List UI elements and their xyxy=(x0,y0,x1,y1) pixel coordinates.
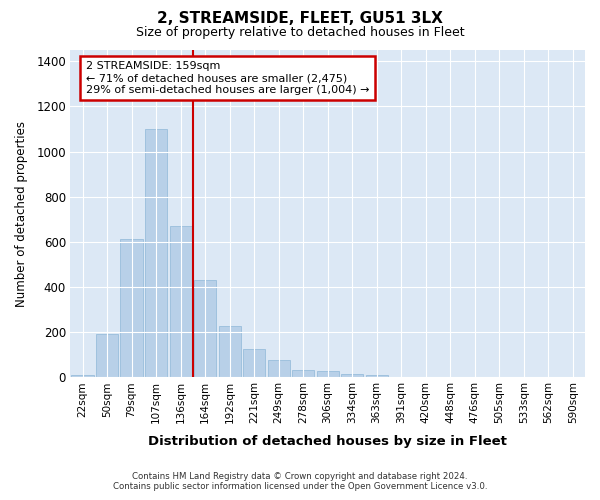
Bar xyxy=(341,374,363,377)
Bar xyxy=(96,334,118,377)
Bar xyxy=(243,349,265,377)
Bar xyxy=(170,226,191,377)
Text: 2 STREAMSIDE: 159sqm
← 71% of detached houses are smaller (2,475)
29% of semi-de: 2 STREAMSIDE: 159sqm ← 71% of detached h… xyxy=(86,62,369,94)
Bar xyxy=(365,375,388,377)
Text: Size of property relative to detached houses in Fleet: Size of property relative to detached ho… xyxy=(136,26,464,39)
Bar xyxy=(218,326,241,377)
Text: 2, STREAMSIDE, FLEET, GU51 3LX: 2, STREAMSIDE, FLEET, GU51 3LX xyxy=(157,11,443,26)
Y-axis label: Number of detached properties: Number of detached properties xyxy=(15,120,28,306)
Bar xyxy=(194,280,216,377)
Bar xyxy=(71,375,94,377)
Bar xyxy=(292,370,314,377)
Bar xyxy=(317,372,338,377)
Bar xyxy=(268,360,290,377)
X-axis label: Distribution of detached houses by size in Fleet: Distribution of detached houses by size … xyxy=(148,434,507,448)
Text: Contains HM Land Registry data © Crown copyright and database right 2024.
Contai: Contains HM Land Registry data © Crown c… xyxy=(113,472,487,491)
Bar xyxy=(145,129,167,377)
Bar xyxy=(121,240,143,377)
